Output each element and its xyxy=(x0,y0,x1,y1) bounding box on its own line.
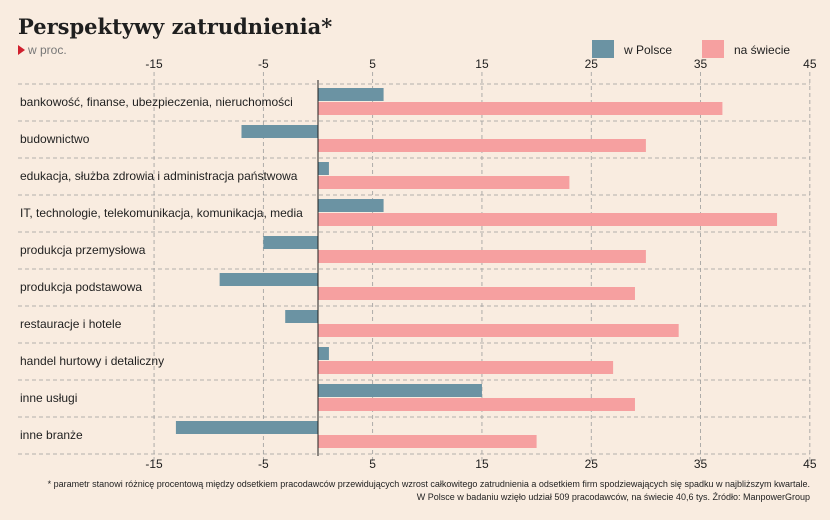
bar-poland xyxy=(318,347,329,360)
legend-swatch-world xyxy=(702,40,724,58)
legend-swatch-poland xyxy=(592,40,614,58)
category-label: handel hurtowy i detaliczny xyxy=(20,354,164,368)
tick-label-bottom: -5 xyxy=(258,457,269,471)
category-label: inne branże xyxy=(20,428,83,442)
bar-world xyxy=(318,324,679,337)
bar-world xyxy=(318,102,723,115)
tick-label-bottom: 15 xyxy=(475,457,489,471)
tick-label-top: 45 xyxy=(803,57,817,71)
tick-label-bottom: 5 xyxy=(369,457,376,471)
tick-label-top: -15 xyxy=(145,57,163,71)
tick-label-bottom: 25 xyxy=(585,457,599,471)
category-label: produkcja przemysłowa xyxy=(20,243,146,257)
unit-text: w proc. xyxy=(28,43,67,57)
bar-poland xyxy=(285,310,318,323)
bar-poland xyxy=(318,199,384,212)
bar-world xyxy=(318,361,614,374)
legend-label-poland: w Polsce xyxy=(624,43,673,57)
category-label: bankowość, finanse, ubezpieczenia, nieru… xyxy=(20,95,293,109)
bar-poland xyxy=(318,162,329,175)
footnote: * parametr stanowi różnicę procentową mi… xyxy=(48,478,810,504)
tick-label-top: -5 xyxy=(258,57,269,71)
bar-poland xyxy=(263,236,318,249)
tick-label-bottom: 35 xyxy=(694,457,708,471)
tick-label-top: 5 xyxy=(369,57,376,71)
footnote-line-2: W Polsce w badaniu wzięło udział 509 pra… xyxy=(416,492,810,502)
bar-world xyxy=(318,213,778,226)
tick-label-bottom: 45 xyxy=(803,457,817,471)
bar-poland xyxy=(241,125,318,138)
category-label: budownictwo xyxy=(20,132,90,146)
legend-label-world: na świecie xyxy=(734,43,791,57)
category-label: inne usługi xyxy=(20,391,77,405)
bar-poland xyxy=(219,273,318,286)
bar-poland xyxy=(318,88,384,101)
tick-label-top: 35 xyxy=(694,57,708,71)
category-label: produkcja podstawowa xyxy=(20,280,142,294)
bar-poland xyxy=(318,384,482,397)
category-label: restauracje i hotele xyxy=(20,317,122,331)
triangle-icon xyxy=(18,45,25,55)
chart-title: Perspektywy zatrudnienia* xyxy=(18,14,333,39)
tick-label-bottom: -15 xyxy=(145,457,163,471)
tick-label-top: 15 xyxy=(475,57,489,71)
category-label: IT, technologie, telekomunikacja, komuni… xyxy=(20,206,303,220)
bar-world xyxy=(318,139,646,152)
bar-poland xyxy=(175,421,318,434)
bar-world xyxy=(318,398,635,411)
category-label: edukacja, służba zdrowia i administracja… xyxy=(20,169,298,183)
bar-world xyxy=(318,176,570,189)
bar-world xyxy=(318,435,537,448)
unit-label: w proc. xyxy=(18,43,67,57)
bar-world xyxy=(318,287,635,300)
tick-label-top: 25 xyxy=(585,57,599,71)
footnote-line-1: * parametr stanowi różnicę procentową mi… xyxy=(47,479,810,489)
bar-world xyxy=(318,250,646,263)
